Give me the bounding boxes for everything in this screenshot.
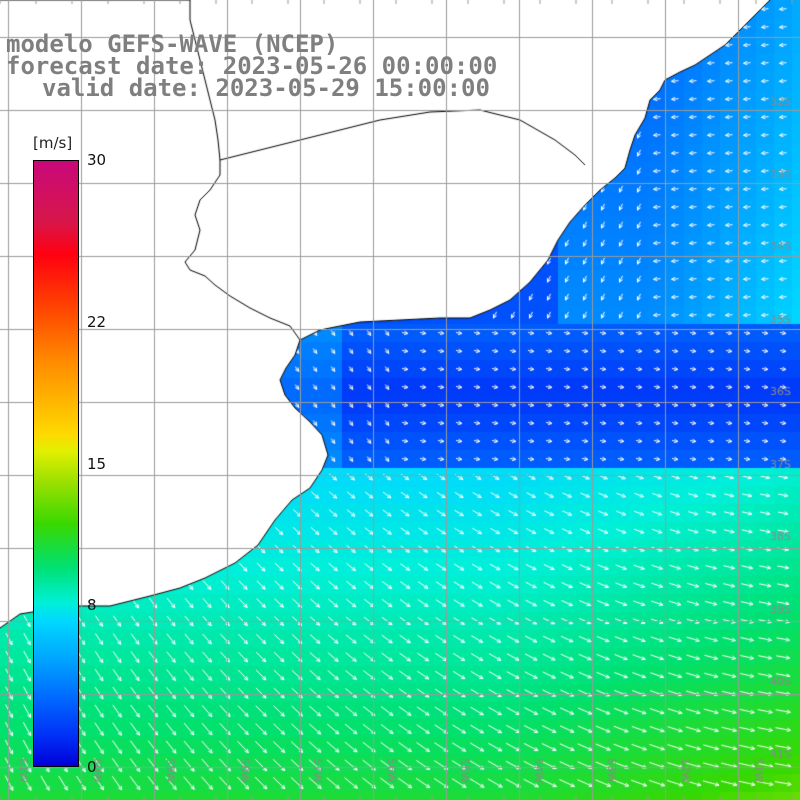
title-model: modelo GEFS-WAVE (NCEP) bbox=[6, 30, 339, 58]
title-forecast-date: forecast date: 2023-05-26 00:00:00 bbox=[6, 52, 498, 80]
title-valid-date: valid date: 2023-05-29 15:00:00 bbox=[42, 74, 490, 102]
colorbar bbox=[33, 160, 79, 767]
colorbar-unit: [m/s] bbox=[33, 134, 73, 152]
colorbar-tick-label: 22 bbox=[87, 312, 107, 331]
colorbar-tick-label: 15 bbox=[87, 454, 107, 473]
colorbar-tick-label: 8 bbox=[87, 596, 97, 615]
colorbar-tick-label: 0 bbox=[87, 758, 97, 776]
colorbar-tick-label: 30 bbox=[87, 151, 107, 169]
